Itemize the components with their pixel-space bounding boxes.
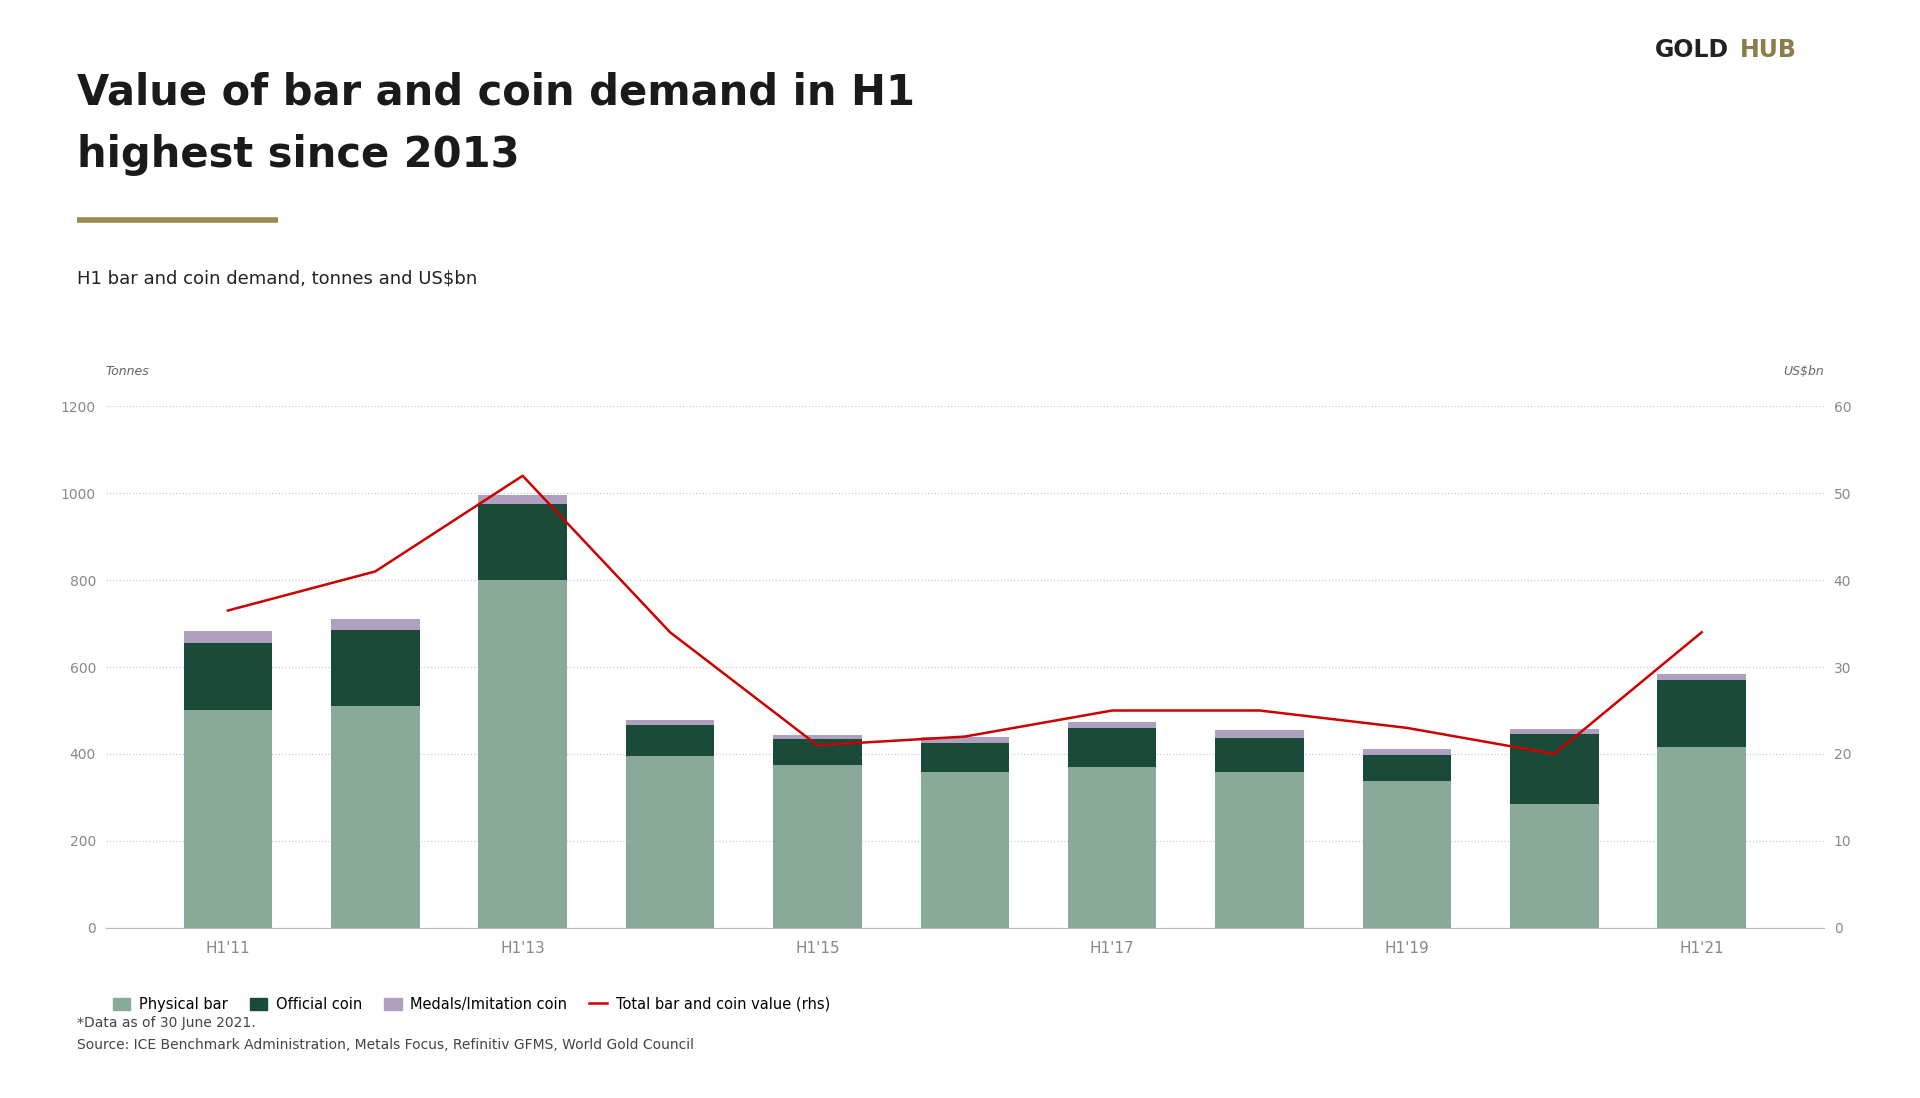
Legend: Physical bar, Official coin, Medals/Imitation coin, Total bar and coin value (rh: Physical bar, Official coin, Medals/Imit… (113, 997, 829, 1011)
Bar (184, 710, 273, 928)
Text: Value of bar and coin demand in H1: Value of bar and coin demand in H1 (77, 71, 914, 113)
Bar (626, 725, 714, 757)
Bar (626, 719, 714, 725)
Bar (920, 737, 1010, 742)
Bar (184, 643, 273, 710)
Text: Source: ICE Benchmark Administration, Metals Focus, Refinitiv GFMS, World Gold C: Source: ICE Benchmark Administration, Me… (77, 1038, 693, 1052)
Bar (1068, 728, 1156, 768)
Bar (1657, 674, 1745, 680)
Bar (330, 619, 419, 630)
Bar (1215, 738, 1304, 772)
Bar (478, 504, 566, 580)
Bar (920, 772, 1010, 928)
Bar (1068, 722, 1156, 728)
Bar (1363, 754, 1452, 781)
Text: Tonnes: Tonnes (106, 365, 150, 378)
Text: H1 bar and coin demand, tonnes and US$bn: H1 bar and coin demand, tonnes and US$bn (77, 269, 476, 287)
Bar (1363, 749, 1452, 754)
Bar (1657, 748, 1745, 928)
Bar (1215, 730, 1304, 738)
Bar (774, 765, 862, 928)
Bar (1511, 804, 1599, 928)
Bar (1215, 772, 1304, 928)
Text: GOLD: GOLD (1655, 38, 1730, 63)
Bar (1511, 729, 1599, 735)
Bar (1363, 781, 1452, 928)
Bar (920, 742, 1010, 772)
Bar (1511, 735, 1599, 804)
Bar (774, 735, 862, 739)
Text: highest since 2013: highest since 2013 (77, 134, 520, 176)
Bar (1657, 680, 1745, 748)
Text: HUB: HUB (1740, 38, 1797, 63)
Text: US$bn: US$bn (1784, 365, 1824, 378)
Bar (1068, 768, 1156, 928)
Bar (478, 495, 566, 504)
Bar (330, 630, 419, 706)
Bar (330, 706, 419, 928)
Bar (478, 580, 566, 928)
Bar (774, 739, 862, 765)
Bar (626, 757, 714, 928)
Bar (184, 631, 273, 643)
Text: *Data as of 30 June 2021.: *Data as of 30 June 2021. (77, 1016, 255, 1030)
